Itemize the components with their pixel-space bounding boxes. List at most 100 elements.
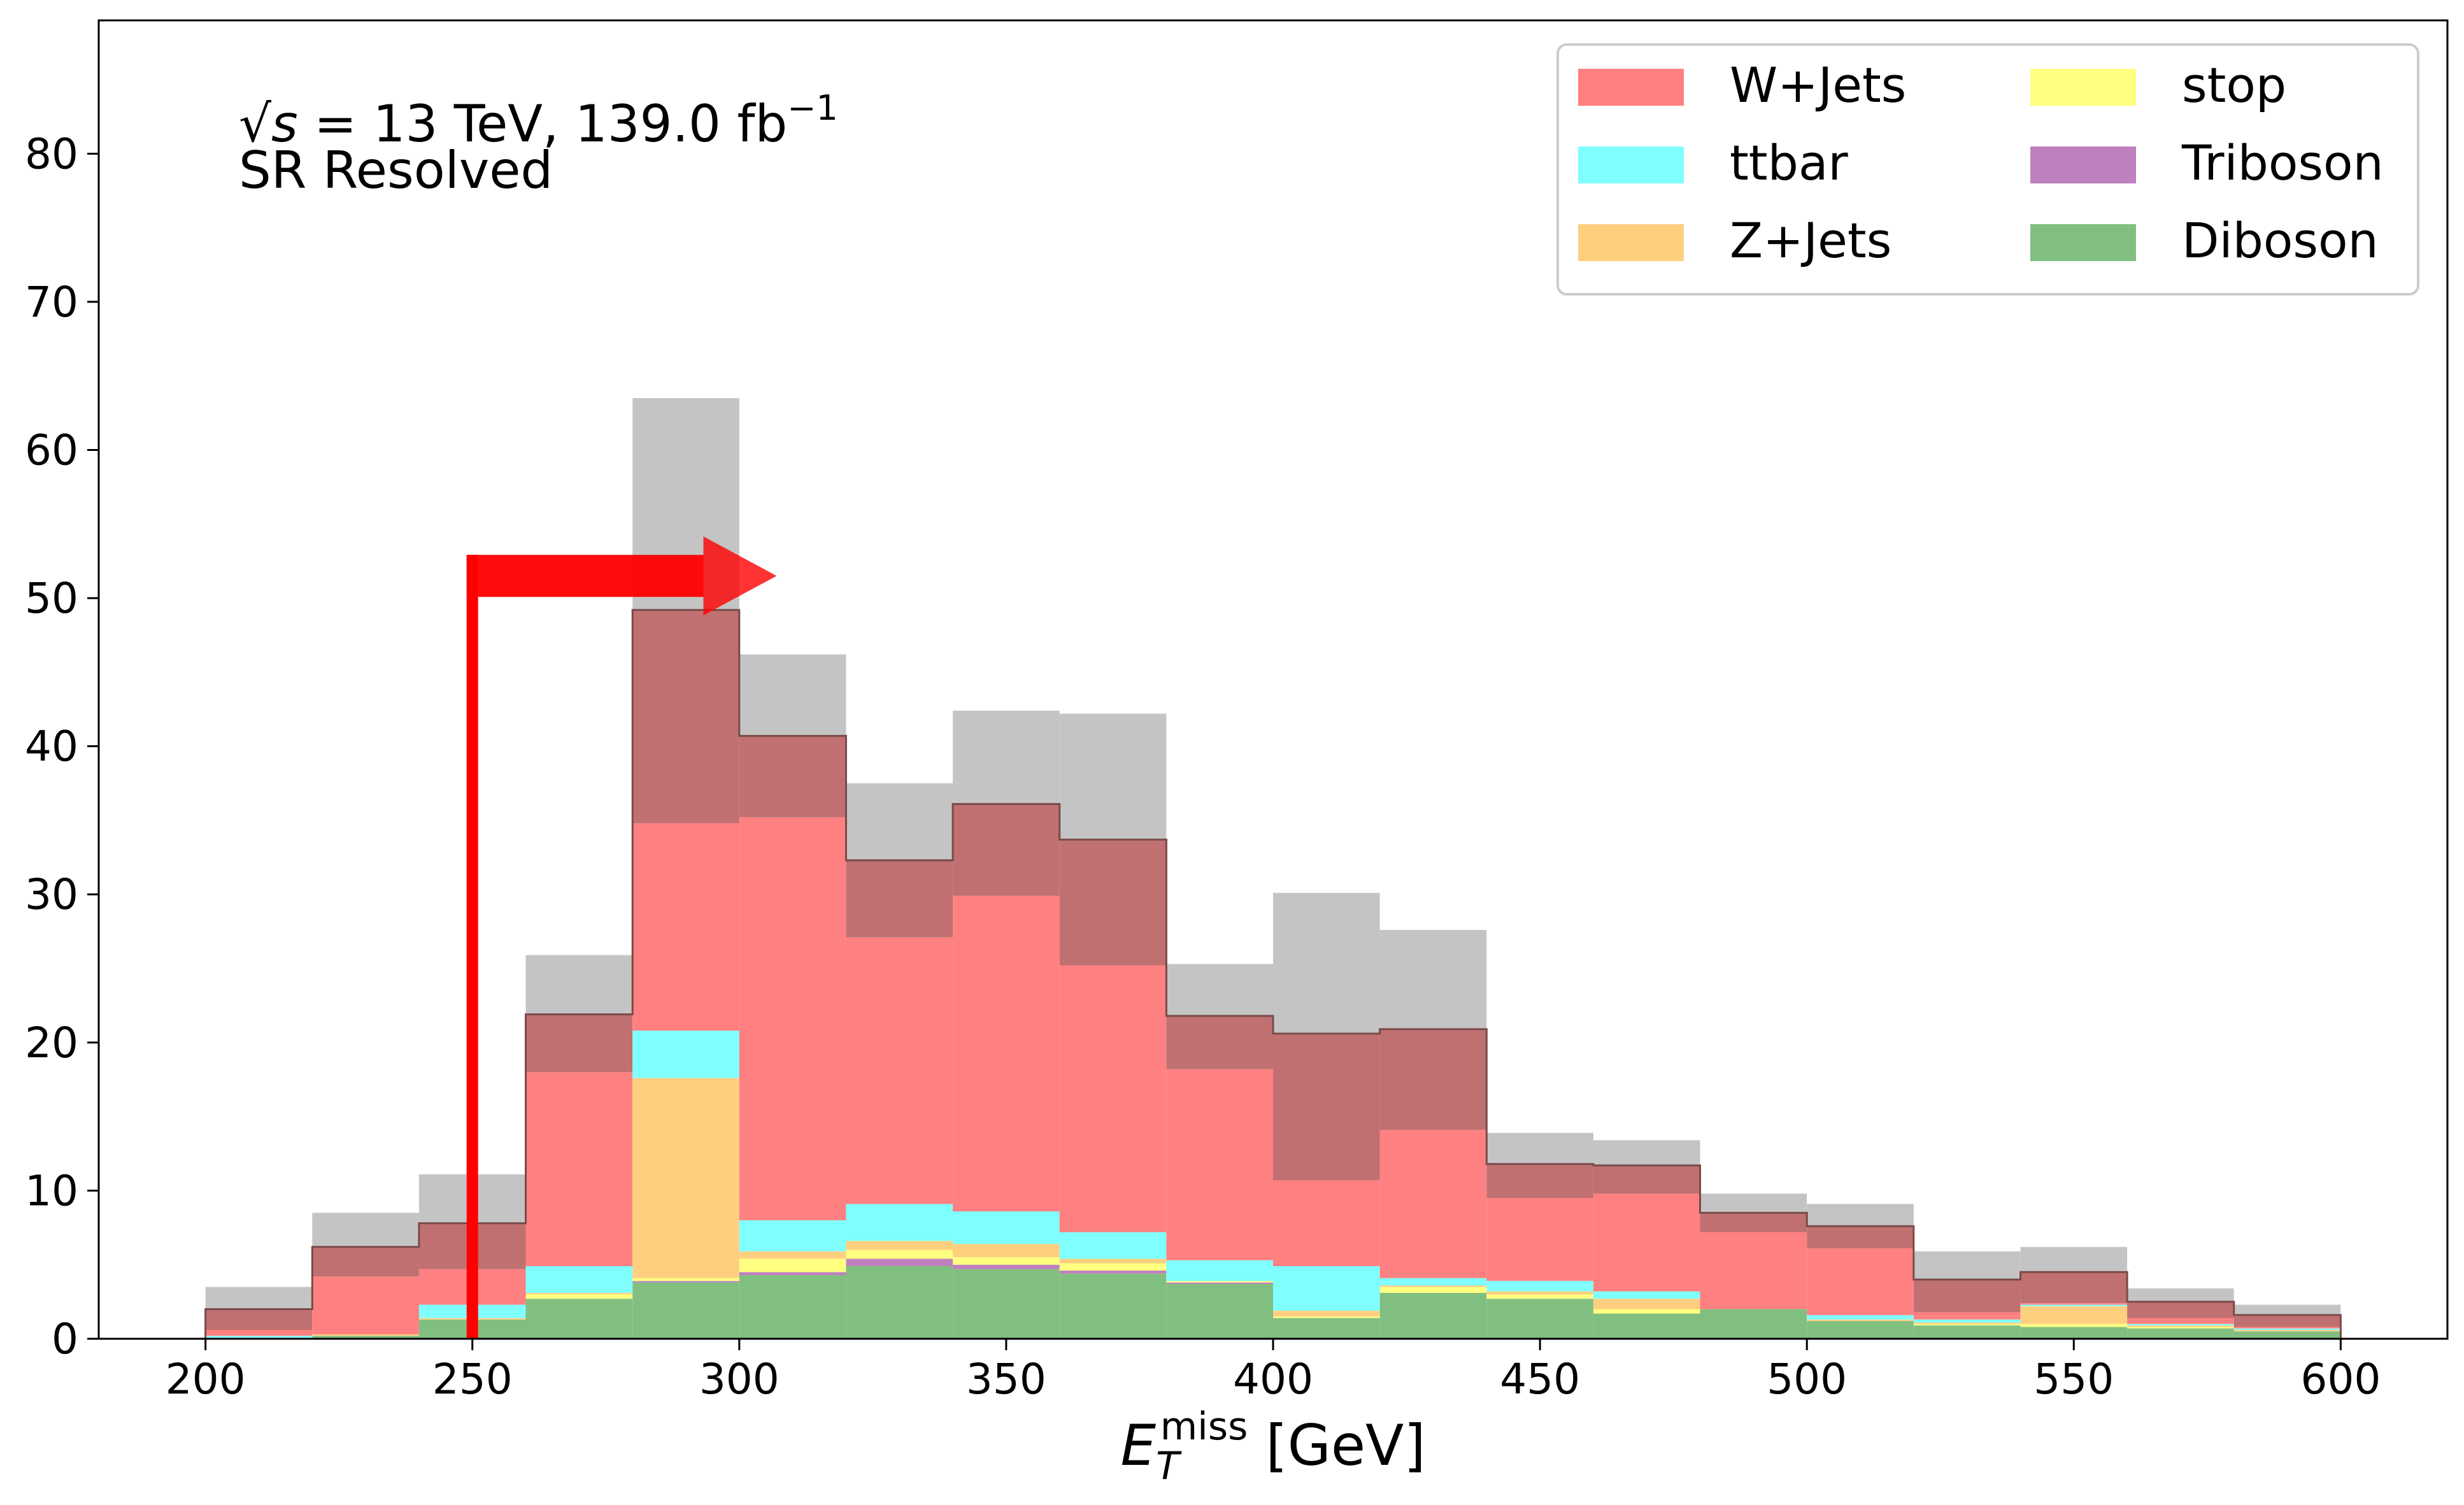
- bar-total-dark-bin-19: [2233, 1315, 2341, 1327]
- bar-ttbar-bin-13: [1593, 1291, 1700, 1299]
- y-tick-label-20: 20: [25, 1018, 78, 1067]
- bar-total-dark-bin-17: [2020, 1272, 2128, 1304]
- y-tick-label-10: 10: [25, 1166, 78, 1215]
- bar-w-jets-bin-3: [525, 1072, 633, 1266]
- legend-swatch-w-jets: [1578, 69, 1684, 106]
- bar-total-dark-bin-1: [312, 1246, 419, 1277]
- bar-diboson-bin-1: [312, 1336, 419, 1339]
- bar-total-grey-bin-1: [312, 1213, 419, 1247]
- bar-z-jets-bin-4: [632, 1078, 739, 1278]
- legend-label-z-jets: Z+Jets: [1730, 212, 1891, 269]
- bar-z-jets-bin-11: [1379, 1285, 1487, 1287]
- bar-total-grey-bin-8: [1059, 713, 1167, 840]
- y-tick-label-80: 80: [25, 129, 78, 178]
- y-tick-label-0: 0: [52, 1315, 78, 1364]
- bar-ttbar-bin-9: [1166, 1260, 1273, 1281]
- bar-diboson-bin-11: [1379, 1292, 1487, 1339]
- cut-indicator: [466, 536, 777, 1339]
- bar-stop-bin-11: [1379, 1287, 1487, 1293]
- bar-z-jets-bin-5: [739, 1251, 846, 1259]
- bar-total-grey-bin-14: [1700, 1194, 1807, 1213]
- bar-total-dark-bin-10: [1273, 1033, 1380, 1181]
- bar-ttbar-bin-6: [846, 1204, 953, 1241]
- bar-total-dark-bin-11: [1379, 1029, 1487, 1131]
- bar-ttbar-bin-18: [2127, 1323, 2234, 1325]
- bar-w-jets-bin-8: [1059, 965, 1167, 1232]
- bar-diboson-bin-13: [1593, 1313, 1700, 1339]
- bar-ttbar-bin-11: [1379, 1278, 1487, 1286]
- bar-diboson-bin-7: [953, 1269, 1060, 1339]
- x-tick-label-500: 500: [1767, 1355, 1847, 1404]
- bars-layer: [204, 398, 2342, 1339]
- x-tick-label-550: 550: [2033, 1355, 2114, 1404]
- bar-total-dark-bin-7: [953, 804, 1060, 896]
- cut-arrow-head: [703, 536, 777, 616]
- energy-text: = 13 TeV, 139.0 fb: [298, 94, 788, 153]
- y-tick-label-70: 70: [25, 278, 78, 327]
- bar-w-jets-bin-10: [1273, 1180, 1380, 1266]
- bar-total-dark-bin-15: [1807, 1226, 1914, 1249]
- bar-total-grey-bin-19: [2233, 1304, 2341, 1315]
- x-tick-label-350: 350: [966, 1355, 1046, 1404]
- bar-diboson-bin-6: [846, 1266, 953, 1339]
- bar-total-dark-bin-0: [205, 1309, 313, 1330]
- bar-diboson-bin-18: [2127, 1328, 2234, 1339]
- bar-z-jets-bin-19: [2233, 1330, 2341, 1332]
- bar-total-grey-bin-6: [846, 783, 953, 860]
- bar-stop-bin-7: [953, 1257, 1060, 1265]
- bar-w-jets-bin-4: [632, 823, 739, 1031]
- bar-z-jets-bin-8: [1059, 1259, 1167, 1264]
- bar-triboson-bin-9: [1166, 1282, 1273, 1284]
- bar-total-dark-bin-4: [632, 610, 739, 824]
- bar-w-jets-bin-11: [1379, 1130, 1487, 1278]
- bar-z-jets-bin-10: [1273, 1310, 1380, 1317]
- bar-diboson-bin-12: [1486, 1299, 1593, 1339]
- y-tick-label-60: 60: [25, 425, 78, 474]
- bar-diboson-bin-9: [1166, 1283, 1273, 1339]
- legend-swatch-diboson: [2030, 224, 2136, 261]
- bar-ttbar-bin-0: [205, 1336, 313, 1339]
- legend-label-stop: stop: [2182, 57, 2286, 113]
- bar-diboson-bin-16: [1913, 1325, 2021, 1339]
- bar-ttbar-bin-15: [1807, 1315, 1914, 1320]
- bar-stop-bin-8: [1059, 1263, 1167, 1271]
- x-axis-label-sup: miss: [1160, 1404, 1248, 1449]
- lumi-superscript: −1: [787, 88, 838, 128]
- bar-stop-bin-9: [1166, 1281, 1273, 1283]
- bar-ttbar-bin-10: [1273, 1266, 1380, 1311]
- x-axis-label-unit: [GeV]: [1248, 1413, 1425, 1478]
- bar-w-jets-bin-17: [2020, 1303, 2128, 1305]
- bar-stop-bin-3: [525, 1294, 633, 1299]
- bar-ttbar-bin-5: [739, 1220, 846, 1252]
- bar-diboson-bin-4: [632, 1282, 739, 1339]
- bar-ttbar-bin-12: [1486, 1281, 1593, 1292]
- bar-z-jets-bin-6: [846, 1241, 953, 1250]
- bar-ttbar-bin-19: [2233, 1328, 2341, 1330]
- legend-swatch-z-jets: [1578, 224, 1684, 261]
- bar-ttbar-bin-3: [525, 1266, 633, 1293]
- bar-z-jets-bin-15: [1807, 1319, 1914, 1322]
- legend-swatch-ttbar: [1578, 146, 1684, 183]
- bar-total-grey-bin-12: [1486, 1132, 1593, 1164]
- x-tick-label-450: 450: [1500, 1355, 1580, 1404]
- bar-total-grey-bin-0: [205, 1287, 313, 1309]
- x-tick-label-250: 250: [432, 1355, 513, 1404]
- bar-total-dark-bin-9: [1166, 1016, 1273, 1069]
- bar-triboson-bin-4: [632, 1281, 739, 1283]
- x-tick-label-200: 200: [166, 1355, 246, 1404]
- x-axis-label-main: E: [1120, 1413, 1156, 1478]
- bar-triboson-bin-6: [846, 1259, 953, 1266]
- bar-diboson-bin-19: [2233, 1331, 2341, 1339]
- y-tick-label-50: 50: [25, 574, 78, 623]
- cut-vertical-line: [466, 555, 478, 1339]
- bar-total-dark-bin-5: [739, 736, 846, 818]
- bar-ttbar-bin-7: [953, 1211, 1060, 1245]
- x-axis-label: ETmiss [GeV]: [1120, 1404, 1425, 1488]
- bar-w-jets-bin-9: [1166, 1069, 1273, 1260]
- bar-total-grey-bin-10: [1273, 892, 1380, 1034]
- x-tick-label-400: 400: [1233, 1355, 1313, 1404]
- bar-total-grey-bin-5: [739, 654, 846, 736]
- bar-w-jets-bin-19: [2233, 1327, 2341, 1329]
